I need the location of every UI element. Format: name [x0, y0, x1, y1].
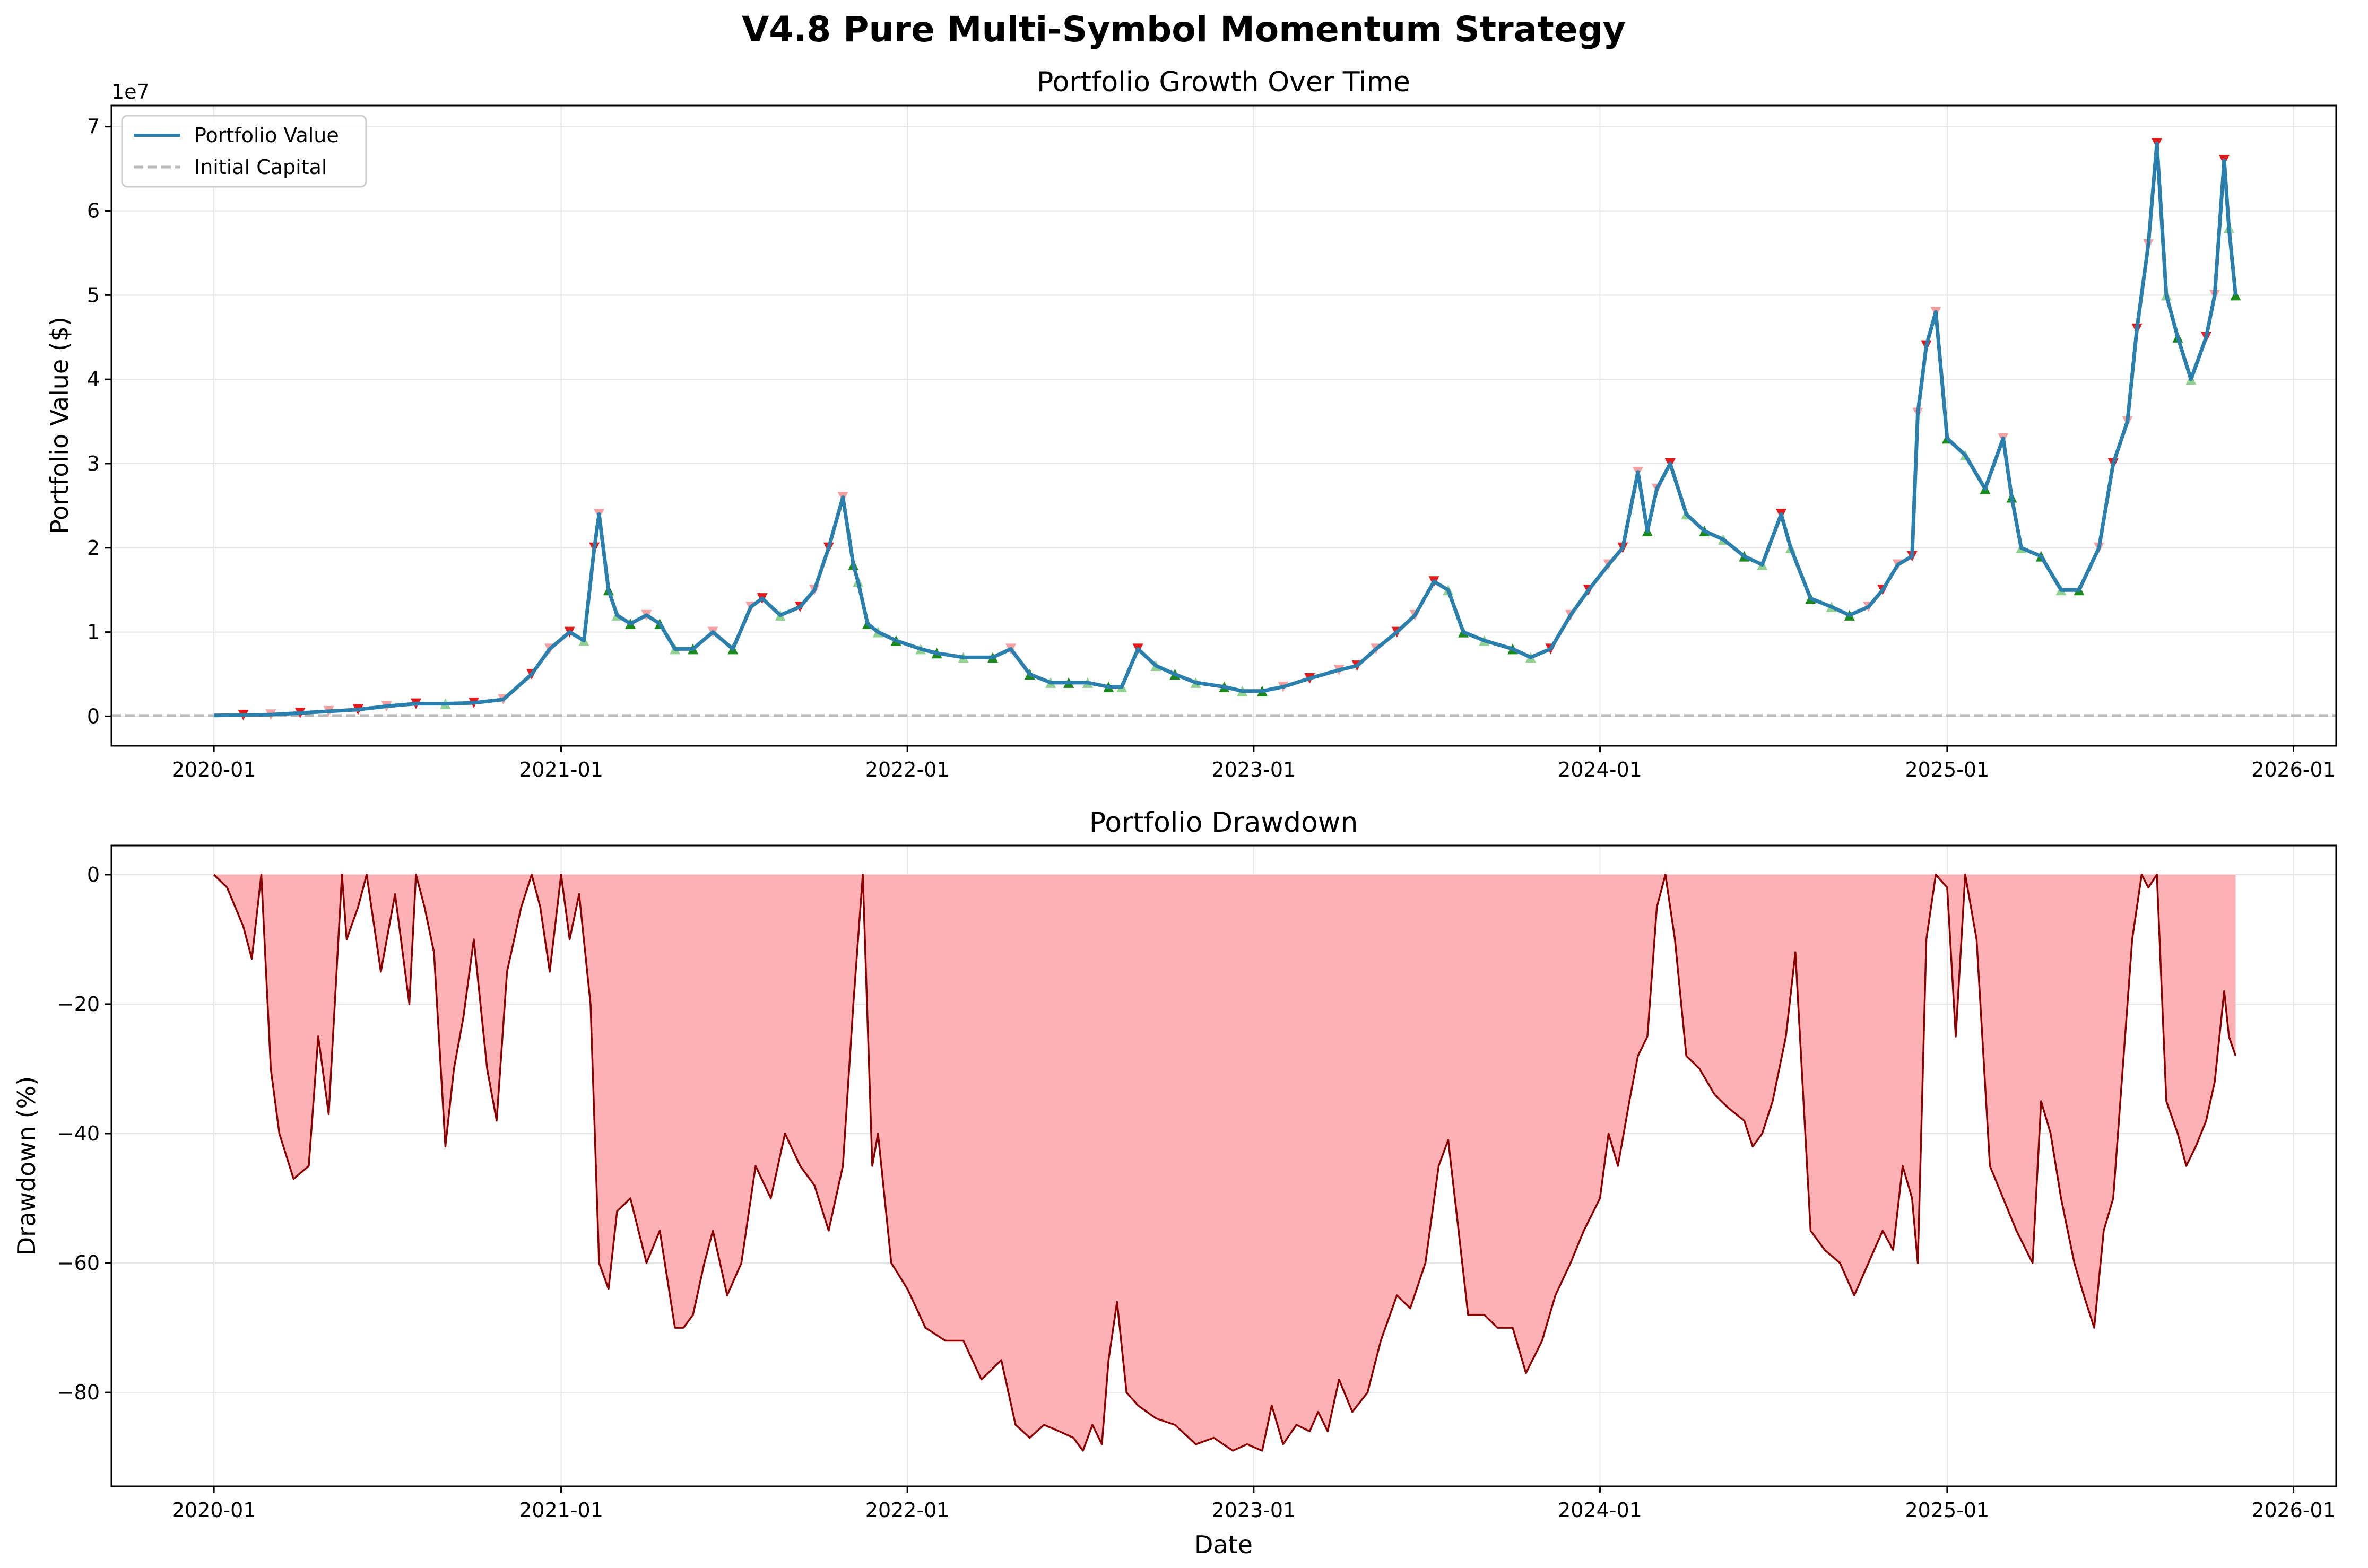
- x-tick-label: 2024-01: [1558, 758, 1642, 781]
- x-tick-label: 2023-01: [1211, 758, 1296, 781]
- drawdown-y-axis: 0 −20 −40 −60 −80: [57, 863, 111, 1404]
- legend-label-portfolio: Portfolio Value: [194, 124, 339, 147]
- drawdown-area: [213, 874, 2237, 1452]
- x-tick-label: 2021-01: [519, 758, 603, 781]
- buy-marker: [2230, 290, 2241, 301]
- drawdown-fill: [214, 874, 2236, 1451]
- x-tick-label: 2026-01: [2251, 758, 2336, 781]
- growth-x-axis: 2020-01 2021-01 2022-01 2023-01 2024-01 2025-…: [172, 746, 2336, 781]
- x-tick-label: 2020-01: [172, 758, 256, 781]
- x-tick-label: 2026-01: [2251, 1499, 2336, 1522]
- drawdown-chart-title: Portfolio Drawdown: [1089, 807, 1358, 839]
- y-tick-label: −80: [57, 1381, 100, 1404]
- x-tick-label: 2024-01: [1558, 1499, 1642, 1522]
- drawdown-axes-frame: [110, 844, 2337, 1487]
- y-tick-label: 1: [87, 621, 100, 644]
- growth-y-offset-label: 1e7: [111, 80, 150, 103]
- legend-label-initial: Initial Capital: [194, 155, 327, 179]
- growth-panel: Portfolio Growth Over Time 2020-01 2021-0…: [45, 66, 2337, 781]
- growth-y-axis-label: Portfolio Value ($): [45, 317, 74, 534]
- drawdown-panel: Portfolio Drawdown 2020-01 2021-01 2022-01…: [12, 807, 2337, 1559]
- growth-y-axis: 0 1 2 3 4 5 6 7: [87, 115, 111, 728]
- y-tick-label: −20: [57, 992, 100, 1016]
- x-tick-label: 2022-01: [865, 758, 950, 781]
- x-tick-label: 2020-01: [172, 1499, 256, 1522]
- y-tick-label: −40: [57, 1122, 100, 1145]
- x-tick-label: 2025-01: [1905, 758, 1990, 781]
- x-tick-label: 2022-01: [865, 1499, 950, 1522]
- y-tick-label: 6: [87, 199, 100, 223]
- y-tick-label: 5: [87, 283, 100, 307]
- portfolio-value-line: [214, 142, 2237, 718]
- figure-title: V4.8 Pure Multi-Symbol Momentum Strategy: [742, 9, 1626, 50]
- y-tick-label: 4: [87, 368, 100, 391]
- y-tick-label: 2: [87, 536, 100, 560]
- y-tick-label: −60: [57, 1251, 100, 1275]
- x-tick-label: 2025-01: [1905, 1499, 1990, 1522]
- y-tick-label: 7: [87, 115, 100, 138]
- drawdown-y-axis-label: Drawdown (%): [12, 1076, 41, 1256]
- growth-axes-frame: [110, 104, 2337, 747]
- y-tick-label: 0: [87, 704, 100, 728]
- drawdown-line: [213, 874, 2237, 1452]
- drawdown-x-axis-label: Date: [1194, 1530, 1253, 1559]
- y-tick-label: 0: [87, 863, 100, 886]
- portfolio-value-series: [214, 142, 2237, 718]
- x-tick-label: 2021-01: [519, 1499, 603, 1522]
- drawdown-x-axis: 2020-01 2021-01 2022-01 2023-01 2024-01 2025-…: [172, 1486, 2336, 1522]
- growth-legend: Portfolio Value Initial Capital: [121, 115, 367, 188]
- y-tick-label: 3: [87, 452, 100, 475]
- legend-box: [121, 115, 367, 188]
- growth-chart-title: Portfolio Growth Over Time: [1037, 66, 1410, 98]
- x-tick-label: 2023-01: [1211, 1499, 1296, 1522]
